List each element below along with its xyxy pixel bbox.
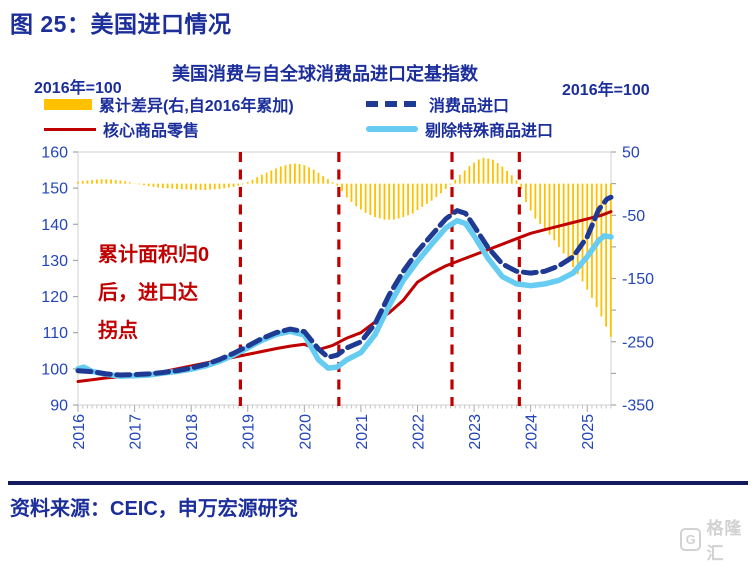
legend-label: 消费品进口	[429, 98, 510, 115]
x-axis-tick-label: 2024	[524, 414, 541, 450]
annotation-line: 累计面积归0	[98, 244, 210, 266]
x-axis-tick-label: 2023	[467, 414, 484, 450]
left-axis-tick-label: 140	[41, 217, 68, 234]
left-axis-tick-label: 130	[41, 253, 68, 270]
legend-label: 累计差异(右,自2016年累加)	[99, 98, 294, 115]
left-axis-tick-label: 160	[41, 145, 68, 162]
chart-title: 美国消费与自全球消费品进口定基指数	[172, 64, 478, 84]
right-axis-tick-label: -250	[622, 334, 654, 351]
footer-divider	[8, 481, 748, 485]
annotation-line: 拐点	[98, 320, 138, 342]
x-axis-tick-label: 2019	[241, 414, 258, 450]
right-axis-tick-label: -50	[622, 208, 645, 225]
left-axis-tick-label: 90	[50, 398, 68, 415]
legend-item-core-goods-retail: 核心商品零售	[44, 119, 200, 140]
gelonghui-watermark-text: 格隆汇	[706, 519, 743, 563]
legend-item-cumulative-difference: 累计差异(右,自2016年累加)	[44, 94, 294, 115]
right-axis-tick-label: -150	[622, 271, 654, 288]
left-axis-tick-label: 100	[41, 361, 68, 378]
left-axis-unit-label: 2016年=100	[34, 80, 122, 97]
left-axis-tick-label: 120	[41, 289, 68, 306]
legend-label: 核心商品零售	[103, 123, 200, 140]
annotation-line: 后，进口达	[98, 282, 198, 304]
x-axis-tick-label: 2018	[184, 414, 201, 450]
left-axis-tick-label: 150	[41, 181, 68, 198]
x-axis-tick-label: 2021	[354, 414, 371, 450]
right-axis-unit-label: 2016年=100	[562, 82, 650, 99]
chart-plot-area: 160 150 140 130 120 110 100 90 50 -50 -150 -250 -350…	[41, 145, 654, 450]
x-axis-tick-label: 2020	[297, 414, 314, 450]
x-axis-tick-label: 2025	[580, 414, 597, 450]
gelonghui-logo-icon: G	[680, 527, 702, 551]
right-axis-tick-label: 50	[622, 145, 640, 162]
series-cumulative-difference-bars	[77, 157, 612, 337]
x-axis-tick-label: 2016	[71, 414, 88, 450]
annotation-note: 累计面积归0 后，进口达 拐点	[98, 236, 209, 350]
legend-item-consumer-goods-imports: 消费品进口	[366, 94, 510, 115]
right-axis-tick-label: -350	[622, 398, 654, 415]
left-axis-tick-label: 110	[42, 325, 68, 342]
legend-swatch-line	[44, 127, 96, 131]
x-axis-tick-label: 2017	[128, 414, 145, 450]
x-axis-tick-label: 2022	[410, 414, 427, 450]
legend-label: 剔除特殊商品进口	[425, 123, 554, 140]
data-source-note: 资料来源：CEIC，申万宏源研究	[10, 498, 298, 520]
page-title: 图 25：美国进口情况	[10, 11, 232, 37]
series-consumer-goods-imports-line	[75, 194, 614, 378]
legend-swatch-thick-line	[366, 126, 418, 132]
legend-swatch-bar	[44, 98, 92, 110]
gelonghui-watermark: G 格隆汇	[680, 514, 756, 564]
legend-item-imports-ex-special-goods: 剔除特殊商品进口	[366, 119, 554, 140]
legend-swatch-dashed-line	[366, 101, 422, 107]
